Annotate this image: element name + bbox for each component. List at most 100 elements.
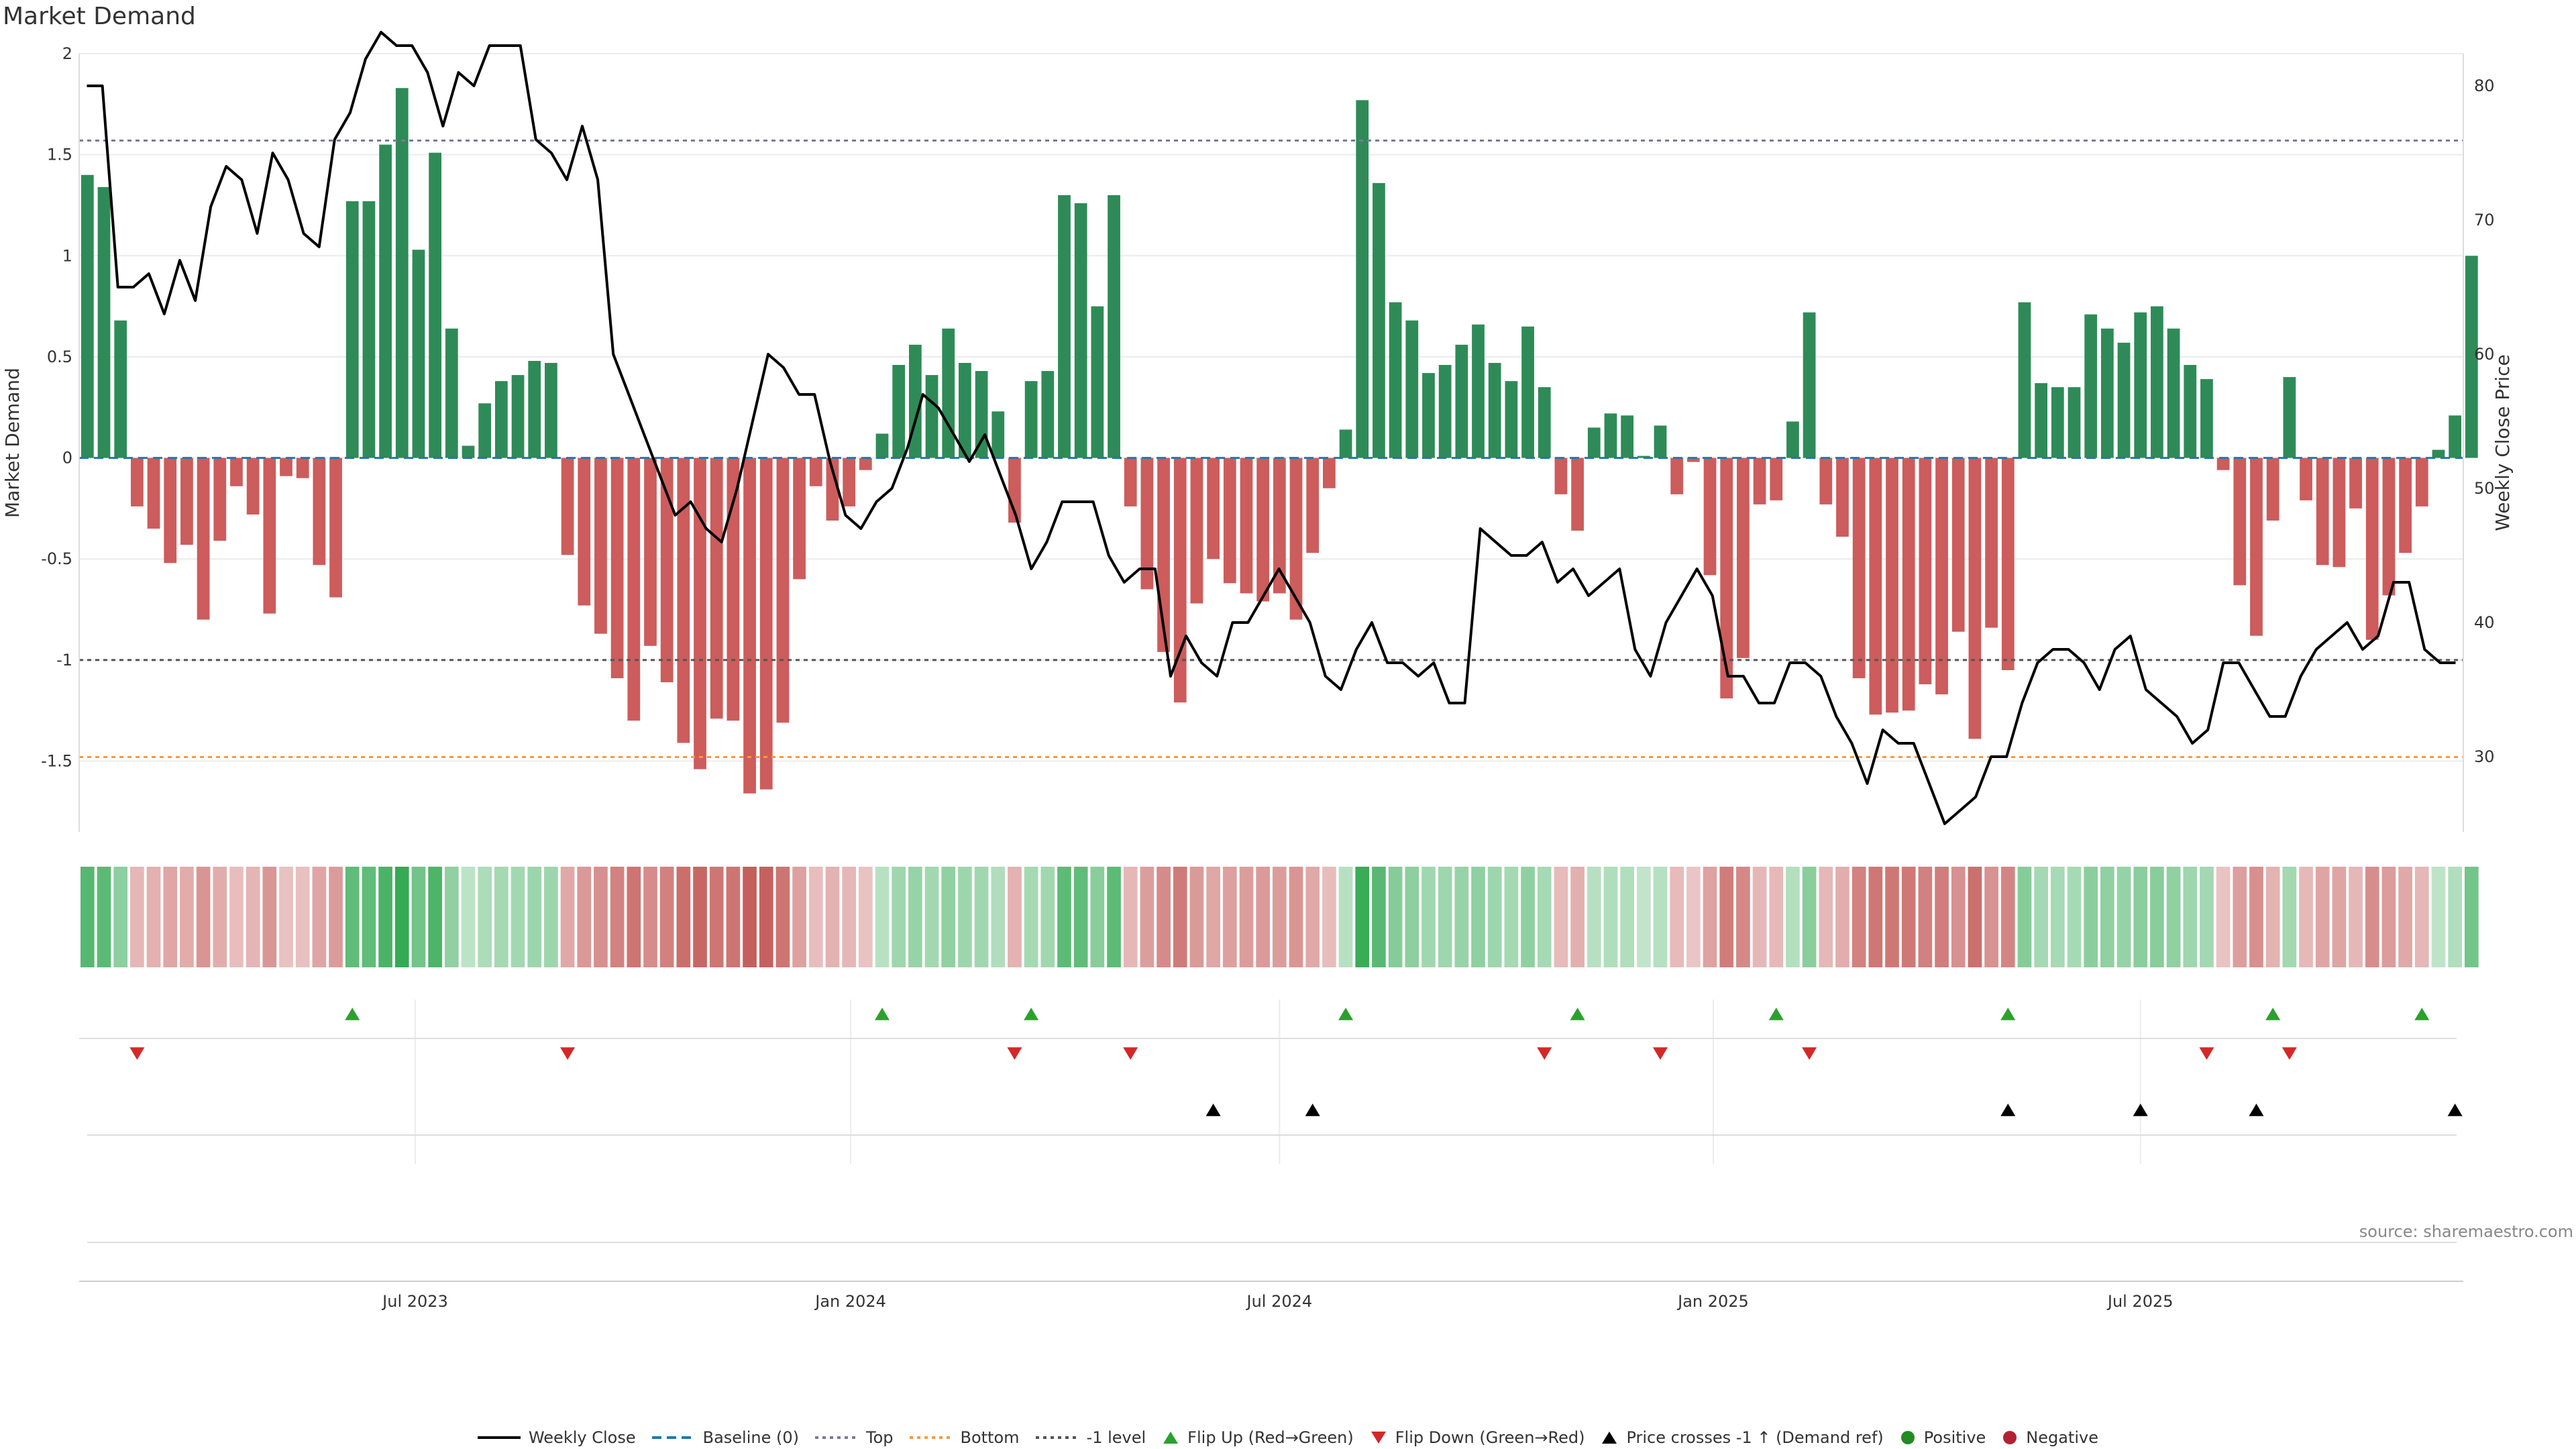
- heat-cell: [1819, 867, 1833, 967]
- demand-bar: [246, 458, 260, 515]
- demand-bar: [1373, 182, 1385, 458]
- demand-bar: [1438, 365, 1452, 458]
- heat-cell: [1537, 867, 1552, 967]
- demand-bar: [1852, 458, 1866, 679]
- dotted-line-icon: [909, 1436, 953, 1439]
- heat-cell: [527, 867, 542, 967]
- legend-label: Bottom: [960, 1428, 1020, 1447]
- heat-cell: [1686, 867, 1701, 967]
- heat-cell: [1289, 867, 1303, 967]
- demand-bar: [1124, 458, 1137, 506]
- demand-bar: [313, 458, 326, 566]
- heat-cell: [1951, 867, 1966, 967]
- demand-bar: [1190, 458, 1203, 604]
- demand-bar: [2134, 312, 2147, 458]
- heat-cell: [2332, 867, 2347, 967]
- heat-cell: [2365, 867, 2379, 967]
- demand-bar: [296, 458, 309, 478]
- demand-bar: [1389, 302, 1402, 458]
- y-tick-label: -1.5: [41, 752, 72, 771]
- demand-bar: [1786, 421, 1799, 458]
- demand-bar: [1074, 203, 1087, 458]
- flip-up-marker: [345, 1008, 360, 1020]
- demand-bar: [2051, 387, 2064, 458]
- demand-bar: [1703, 458, 1717, 576]
- demand-bar: [213, 458, 227, 541]
- demand-bar: [2332, 458, 2346, 568]
- triangle-up-icon: [1163, 1432, 1179, 1444]
- demand-bar: [2465, 256, 2478, 458]
- y-axis-left: 2 1.5 1 0.5 0 -0.5 -1 -1.5 Market Demand: [1, 44, 80, 832]
- demand-bar: [1621, 415, 1634, 458]
- legend-item: Flip Down (Green→Red): [1370, 1428, 1585, 1447]
- heat-cell: [2349, 867, 2363, 967]
- heat-cell: [1189, 867, 1204, 967]
- flip-down-marker: [129, 1047, 145, 1060]
- flip-down-marker: [560, 1047, 576, 1060]
- heat-cell: [2100, 867, 2114, 967]
- heat-cell: [1935, 867, 1949, 967]
- heat-cell: [394, 867, 409, 967]
- heat-cell: [1918, 867, 1933, 967]
- heat-cell: [2216, 867, 2231, 967]
- heat-cell: [2233, 867, 2247, 967]
- demand-bar: [743, 458, 756, 794]
- demand-bar: [429, 152, 442, 458]
- y2-tick-label: 80: [2474, 76, 2495, 95]
- price-cross-marker: [2133, 1104, 2148, 1116]
- heat-cell: [726, 867, 741, 967]
- heat-cell: [709, 867, 724, 967]
- heat-cell: [196, 867, 211, 967]
- demand-bar: [793, 458, 806, 580]
- demand-bar: [2084, 314, 2098, 458]
- demand-bar: [1770, 458, 1783, 500]
- legend-item: Baseline (0): [651, 1428, 799, 1447]
- demand-bar: [959, 362, 971, 458]
- demand-bar: [1422, 373, 1435, 458]
- heat-cell: [676, 867, 691, 967]
- heat-cell: [2448, 867, 2462, 967]
- heat-cell: [1487, 867, 1502, 967]
- heat-cell: [2465, 867, 2479, 967]
- demand-bar: [147, 458, 160, 529]
- heat-cell: [1736, 867, 1750, 967]
- demand-bar: [2117, 342, 2131, 458]
- heat-cell: [411, 867, 426, 967]
- heat-cell: [1305, 867, 1320, 967]
- heat-cell: [1140, 867, 1155, 967]
- heat-cell: [1073, 867, 1088, 967]
- heat-cell: [1173, 867, 1187, 967]
- heat-cell: [345, 867, 360, 967]
- y-axis-label: Market Demand: [1, 368, 23, 518]
- circle-icon: [2003, 1431, 2017, 1444]
- flip-down-marker: [1007, 1047, 1022, 1060]
- legend-item: Negative: [2002, 1428, 2098, 1447]
- demand-bars: [80, 88, 2478, 794]
- heat-cell: [2414, 867, 2429, 967]
- heat-cell: [2183, 867, 2198, 967]
- flip-down-marker: [2282, 1047, 2297, 1060]
- demand-bar: [197, 458, 210, 620]
- demand-bar: [843, 458, 856, 506]
- heat-cell: [1835, 867, 1849, 967]
- x-tick-label: Jan 2025: [1676, 1292, 1749, 1311]
- heat-cell: [1355, 867, 1370, 967]
- heat-cell: [2017, 867, 2032, 967]
- demand-bar: [1339, 429, 1352, 458]
- demand-bar: [230, 458, 243, 486]
- demand-bar: [478, 403, 492, 458]
- flip-up-marker: [1338, 1008, 1354, 1020]
- demand-bar: [1819, 458, 1833, 504]
- heat-cell: [2133, 867, 2148, 967]
- flip-down-marker: [1652, 1047, 1668, 1060]
- y-tick-label: 0: [62, 449, 72, 468]
- heat-cell: [627, 867, 641, 967]
- heat-cell: [659, 867, 674, 967]
- demand-bar: [2300, 458, 2312, 500]
- demand-bar: [528, 360, 541, 458]
- demand-bar: [395, 88, 409, 458]
- legend-label: Negative: [2026, 1428, 2099, 1447]
- demand-bar: [1024, 381, 1038, 458]
- demand-heat-strip: [80, 867, 2479, 967]
- demand-bar: [1654, 425, 1667, 458]
